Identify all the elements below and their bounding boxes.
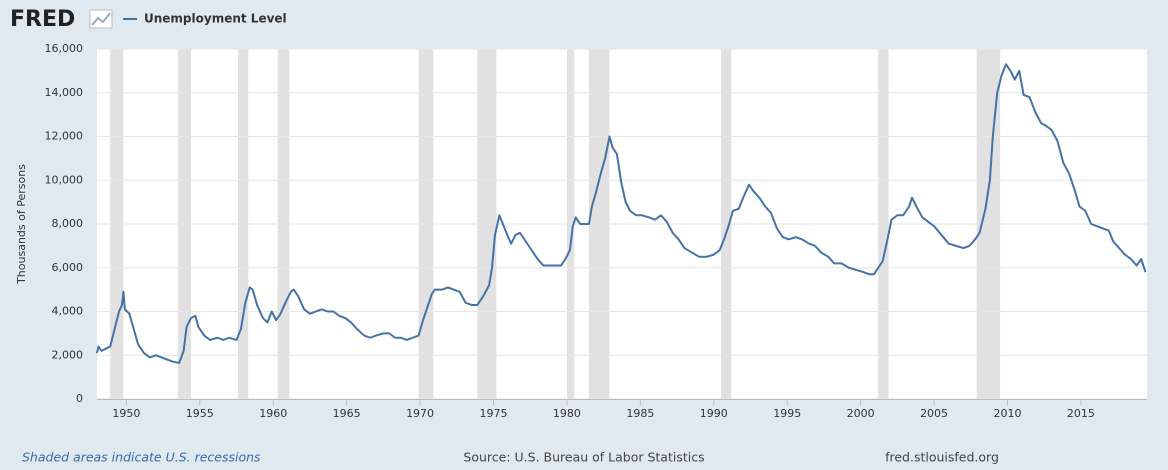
x-tick-label: 1980 <box>553 407 581 420</box>
x-tick-label: 2010 <box>993 407 1021 420</box>
x-tick-label: 1985 <box>626 407 654 420</box>
y-tick-label: 16,000 <box>45 42 84 55</box>
recession-note: Shaded areas indicate U.S. recessions <box>22 450 261 465</box>
x-tick-label: 2000 <box>847 407 875 420</box>
x-tick-label: 1995 <box>773 407 801 420</box>
x-tick-label: 1975 <box>480 407 508 420</box>
x-tick-label: 1950 <box>112 407 140 420</box>
y-tick-label: 2,000 <box>52 348 84 361</box>
y-tick-label: 12,000 <box>45 130 84 143</box>
y-axis-label: Thousands of Persons <box>15 164 28 285</box>
x-tick-label: 1955 <box>186 407 214 420</box>
x-tick-label: 1960 <box>259 407 287 420</box>
source: Source: U.S. Bureau of Labor Statistics <box>463 450 704 465</box>
legend-label: Unemployment Level <box>144 12 287 26</box>
x-tick-label: 1965 <box>333 407 361 420</box>
x-tick-label: 1970 <box>406 407 434 420</box>
logo-icon <box>89 9 113 29</box>
site-link[interactable]: fred.stlouisfed.org <box>885 450 999 465</box>
data-line <box>96 63 1147 364</box>
y-tick-label: 8,000 <box>52 217 84 230</box>
y-tick-label: 6,000 <box>52 261 84 274</box>
y-tick-label: 14,000 <box>45 86 84 99</box>
x-tick-label: 2005 <box>920 407 948 420</box>
y-tick-label: 4,000 <box>52 305 84 318</box>
y-tick-label: 10,000 <box>45 173 84 186</box>
x-tick-label: 1990 <box>700 407 728 420</box>
x-tick-label: 2015 <box>1067 407 1095 420</box>
logo: FRED <box>10 7 75 32</box>
y-tick-label: 0 <box>76 392 83 405</box>
